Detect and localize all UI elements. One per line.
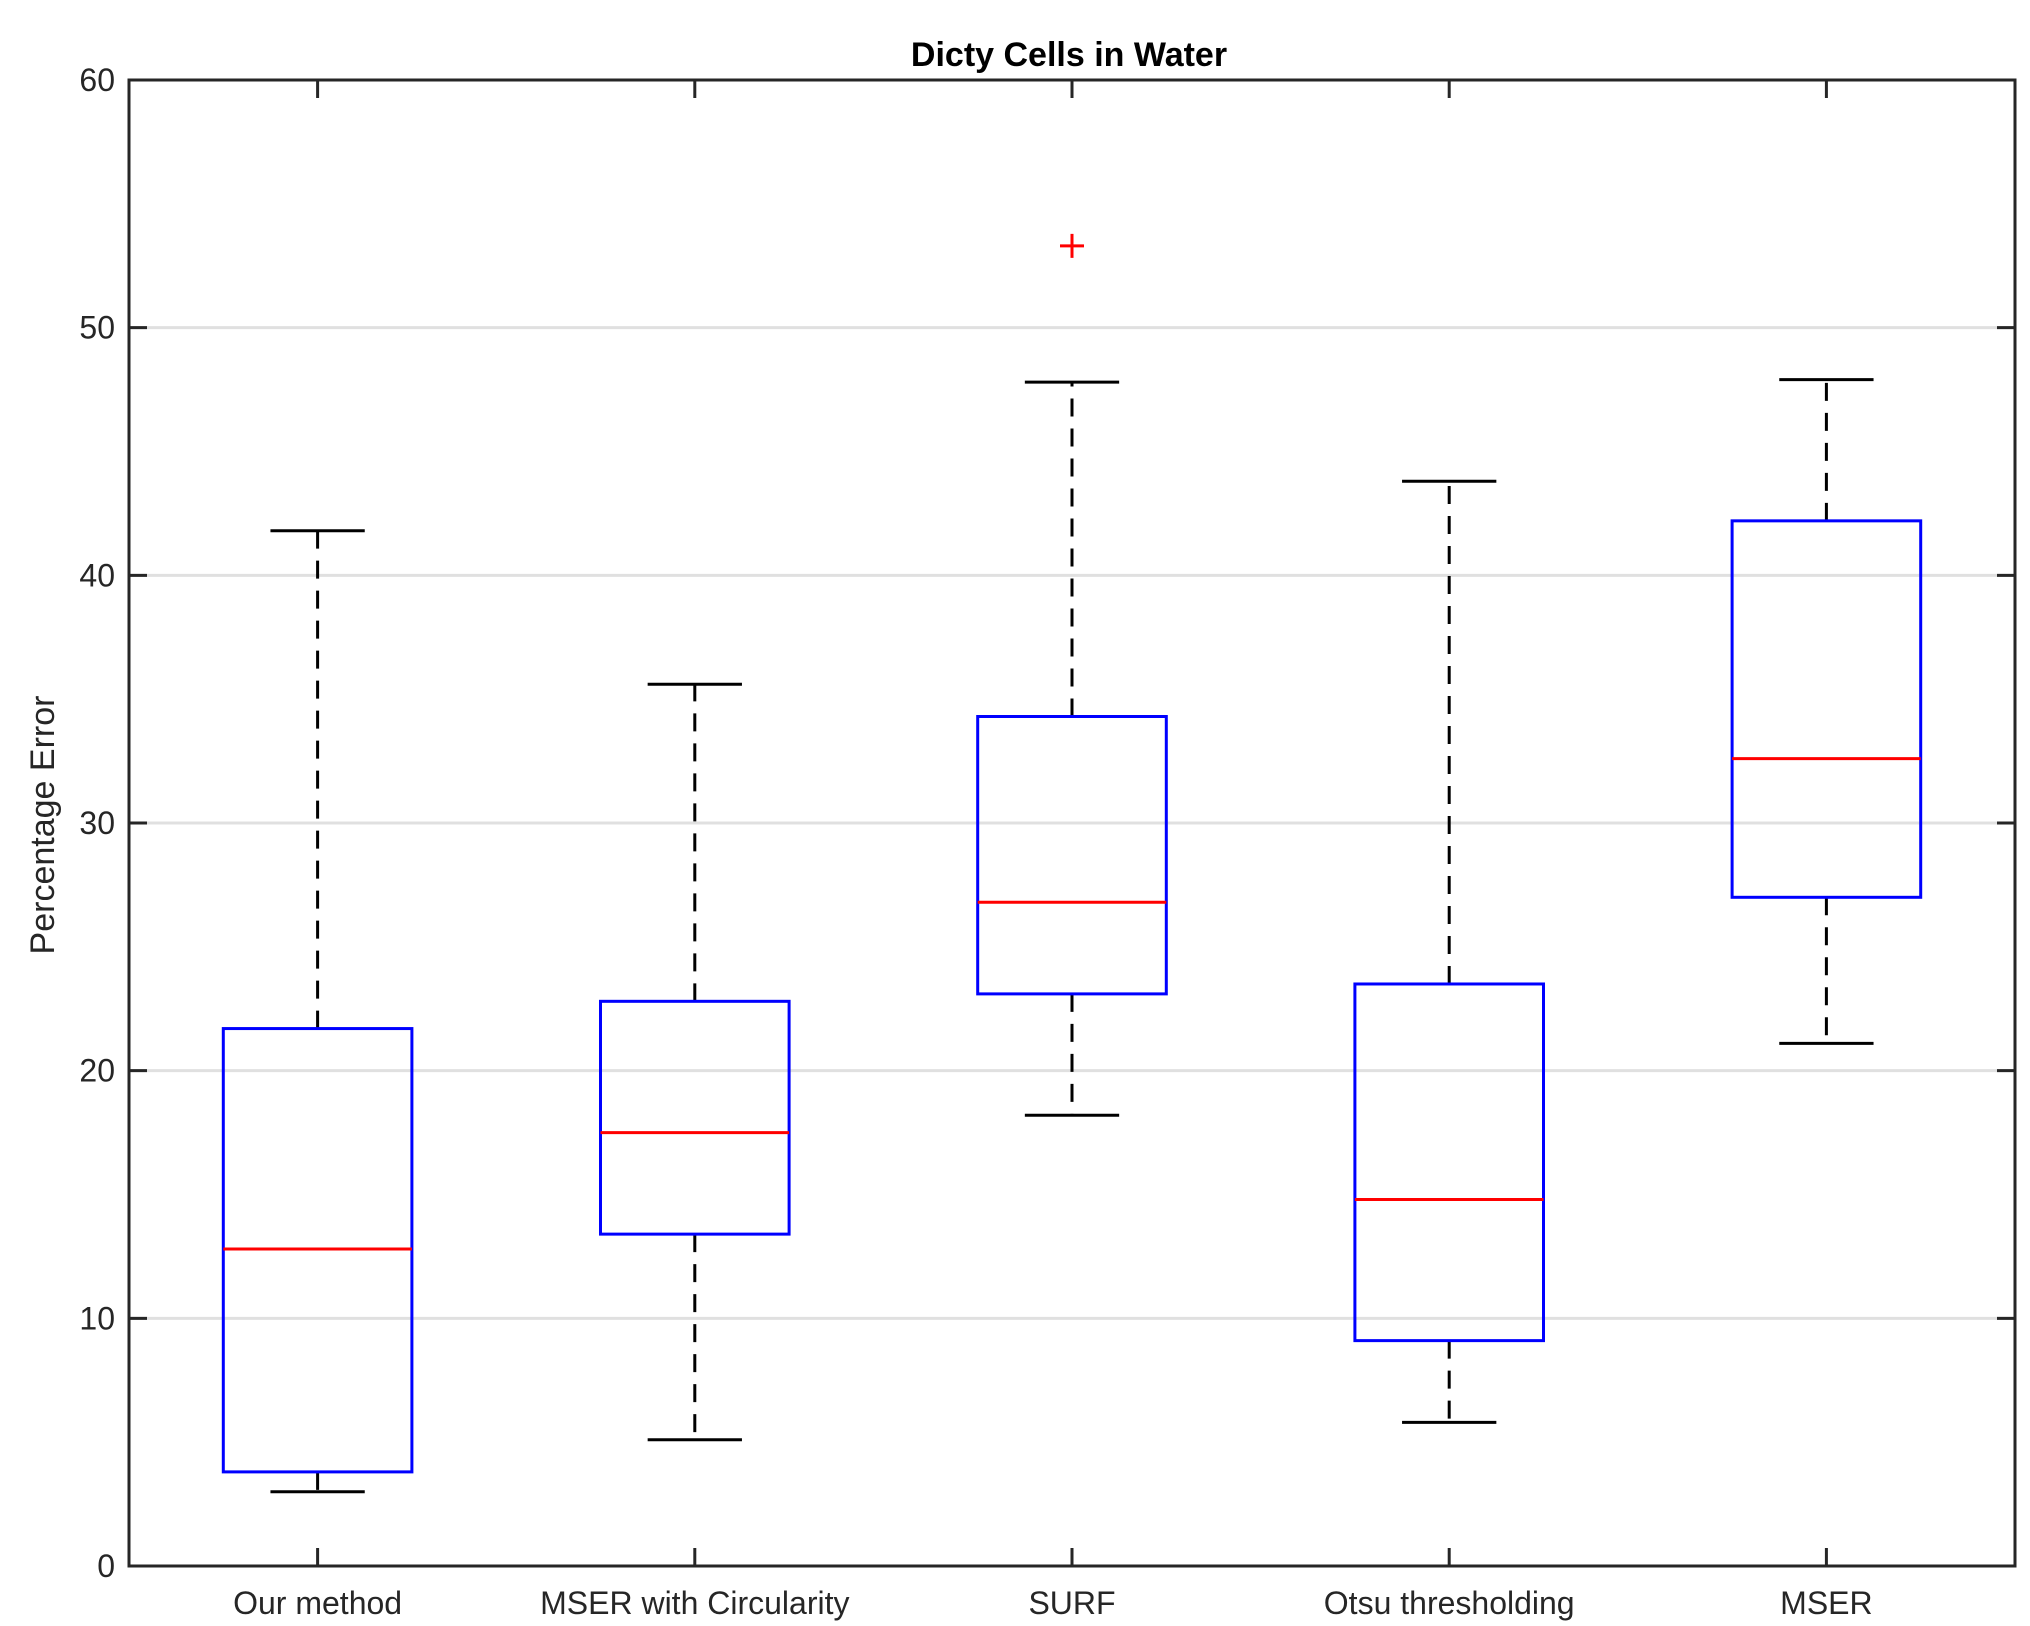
y-axis-label: Percentage Error: [24, 696, 62, 955]
boxes: [221, 233, 1923, 1494]
y-tick-label: 10: [79, 1300, 115, 1336]
chart-title: Dicty Cells in Water: [911, 36, 1227, 74]
x-tick-label: MSER with Circularity: [540, 1585, 849, 1621]
y-tick-label: 60: [79, 62, 115, 98]
box-group: [599, 682, 791, 1442]
y-tick-label: 0: [97, 1548, 115, 1584]
x-tick-label: Our method: [233, 1585, 402, 1621]
iqr-box: [599, 999, 791, 1236]
y-tick-label: 50: [79, 310, 115, 346]
iqr-box: [976, 715, 1168, 996]
grid-lines: [129, 326, 2015, 1320]
y-tick-label: 30: [79, 805, 115, 841]
box-group: [1353, 479, 1546, 1424]
x-tick-label: MSER: [1780, 1585, 1872, 1621]
axis-ticks: [129, 78, 2015, 1568]
iqr-box: [1353, 982, 1546, 1343]
box-group: [221, 529, 414, 1494]
box-group: [1730, 378, 1923, 1045]
y-tick-label: 20: [79, 1053, 115, 1089]
outlier-marker: [1060, 233, 1084, 258]
iqr-box: [1730, 519, 1923, 899]
y-tick-label: 40: [79, 557, 115, 593]
x-tick-label: Otsu thresholding: [1324, 1585, 1575, 1621]
tick-labels: 0 10 20 30 40 50 60 Our method MSER with Circula…: [79, 62, 1872, 1621]
box-group: [976, 233, 1168, 1117]
x-tick-label: SURF: [1028, 1585, 1115, 1621]
